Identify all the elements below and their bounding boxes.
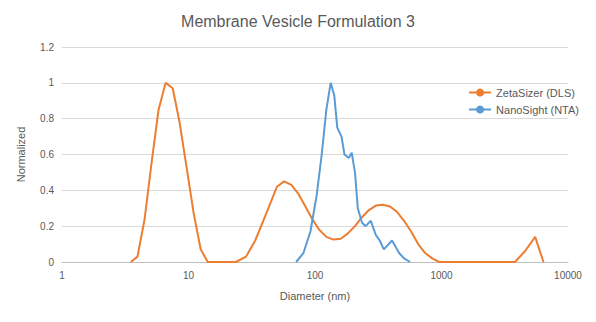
svg-text:1.2: 1.2 bbox=[40, 42, 54, 53]
svg-text:10: 10 bbox=[183, 270, 195, 281]
svg-text:0.4: 0.4 bbox=[40, 185, 54, 196]
svg-text:1: 1 bbox=[48, 77, 54, 88]
svg-text:0: 0 bbox=[48, 257, 54, 268]
svg-text:10000: 10000 bbox=[554, 270, 582, 281]
svg-text:NanoSight (NTA): NanoSight (NTA) bbox=[496, 104, 579, 116]
svg-text:Normalized: Normalized bbox=[15, 127, 27, 183]
svg-text:Membrane Vesicle Formulation 3: Membrane Vesicle Formulation 3 bbox=[181, 13, 415, 30]
svg-text:100: 100 bbox=[307, 270, 324, 281]
svg-text:1000: 1000 bbox=[430, 270, 453, 281]
svg-text:1: 1 bbox=[59, 270, 65, 281]
svg-text:0.6: 0.6 bbox=[40, 149, 54, 160]
svg-text:ZetaSizer (DLS): ZetaSizer (DLS) bbox=[496, 87, 575, 99]
svg-text:0.8: 0.8 bbox=[40, 113, 54, 124]
svg-text:0.2: 0.2 bbox=[40, 221, 54, 232]
svg-text:Diameter (nm): Diameter (nm) bbox=[280, 290, 350, 302]
